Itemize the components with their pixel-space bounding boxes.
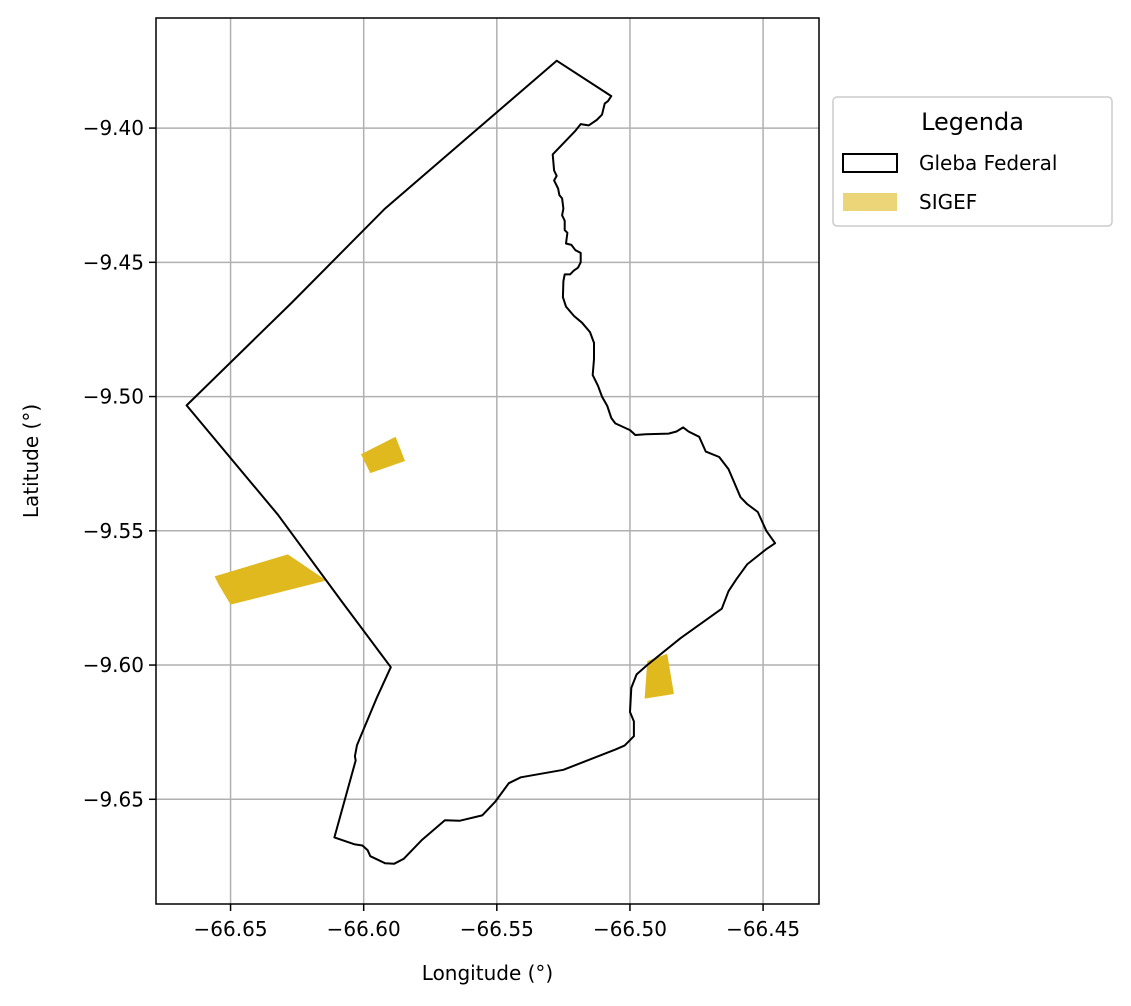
- legend: Legenda Gleba Federal SIGEF: [832, 96, 1113, 227]
- legend-box: [832, 96, 1113, 227]
- y-tick-label: −9.50: [83, 385, 144, 409]
- y-tick-label: −9.65: [83, 787, 144, 811]
- legend-entry-label: SIGEF: [919, 190, 977, 214]
- legend-entries: Gleba Federal SIGEF: [842, 151, 1057, 214]
- legend-entry-label: Gleba Federal: [919, 151, 1057, 175]
- gleba-federal-outline: [185, 59, 777, 865]
- sigef-parcel-polygon: [644, 653, 674, 699]
- x-axis-label: Longitude (°): [422, 961, 553, 985]
- y-axis-label: Latitude (°): [19, 404, 43, 518]
- legend-swatch-sigef: [843, 193, 897, 211]
- sigef-parcel-polygon: [361, 436, 405, 474]
- x-tick-label: −66.60: [327, 917, 401, 941]
- x-tick-label: −66.55: [460, 917, 534, 941]
- y-tick-label: −9.60: [83, 653, 144, 677]
- y-tick-label: −9.55: [83, 519, 144, 543]
- x-tick-label: −66.50: [593, 917, 667, 941]
- x-tick-label: −66.65: [194, 917, 268, 941]
- legend-swatch-gleba-federal: [842, 153, 898, 173]
- y-tick-label: −9.45: [83, 250, 144, 274]
- plot-area: [156, 18, 819, 904]
- legend-title: Legenda: [921, 108, 1024, 136]
- axis-ticks: −66.65 −66.60 −66.55 −66.50 −66.45 −9.40 −9.45…: [83, 116, 800, 941]
- plot-frame: [155, 17, 820, 905]
- x-tick-label: −66.45: [726, 917, 800, 941]
- y-tick-label: −9.40: [83, 116, 144, 140]
- sigef-parcel-polygon: [214, 554, 327, 605]
- grid-lines: [156, 18, 819, 904]
- series-layer: [185, 59, 777, 865]
